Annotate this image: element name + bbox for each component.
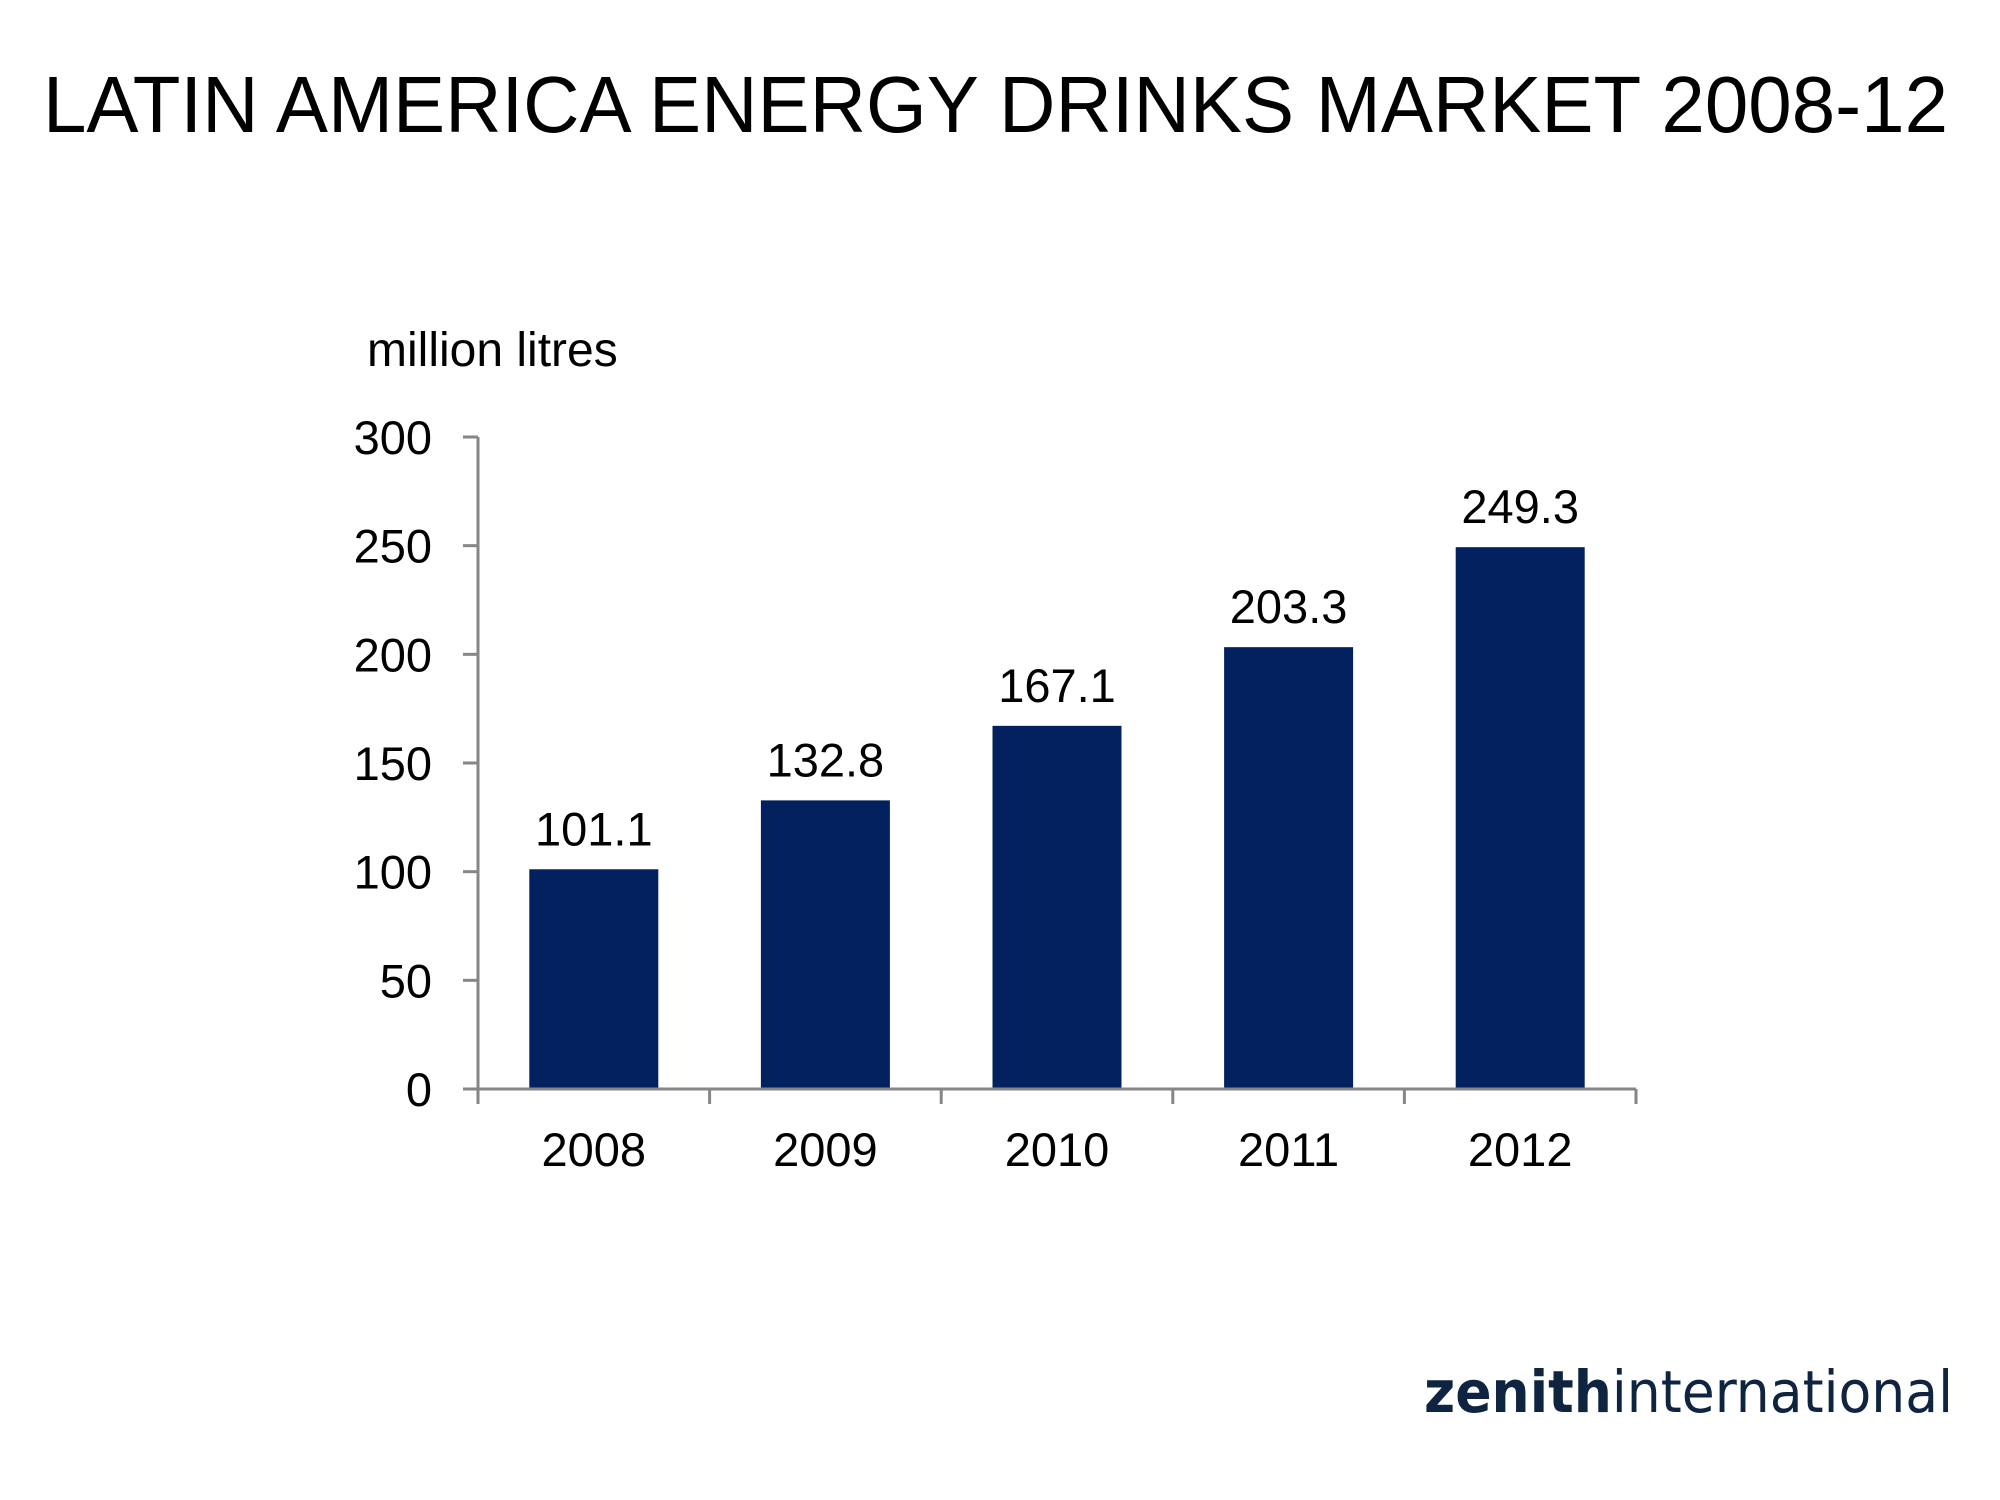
x-tick-label: 2009 (773, 1123, 878, 1176)
x-tick-label: 2011 (1238, 1123, 1339, 1176)
x-axis-ticks: 2008 2009 2010 2011 2012 (476, 1089, 1638, 1176)
y-tick-label: 250 (354, 520, 432, 573)
x-tick-label: 2010 (1005, 1123, 1110, 1176)
zenith-international-logo: zenithinternational (1424, 1358, 1953, 1426)
bar-2009 (760, 800, 890, 1089)
y-tick-label: 150 (354, 737, 432, 790)
data-label-2012: 249.3 (1461, 480, 1579, 533)
logo-international: international (1612, 1358, 1953, 1426)
data-labels: 101.1 132.8 167.1 203.3 249.3 (535, 480, 1579, 855)
y-tick-label: 50 (380, 954, 432, 1007)
y-tick-label: 300 (354, 411, 432, 464)
data-label-2011: 203.3 (1230, 580, 1348, 633)
x-tick-label: 2008 (542, 1123, 647, 1176)
y-tick-label: 0 (406, 1063, 432, 1116)
bar-2012 (1455, 547, 1585, 1089)
y-tick-label: 200 (354, 628, 432, 681)
bar-2008 (529, 869, 659, 1089)
bar-2011 (1224, 647, 1354, 1089)
y-axis-ticks: 0 50 100 150 200 250 300 (354, 411, 478, 1116)
x-tick-label: 2012 (1468, 1123, 1573, 1176)
bars (529, 547, 1585, 1089)
y-axis-title: million litres (367, 324, 618, 377)
data-label-2009: 132.8 (767, 733, 885, 786)
bar-2010 (992, 725, 1122, 1089)
slide-title: LATIN AMERICA ENERGY DRINKS MARKET 2008-… (43, 60, 1948, 149)
data-label-2010: 167.1 (998, 659, 1116, 712)
y-tick-label: 100 (354, 846, 432, 899)
logo-zenith: zenith (1424, 1358, 1612, 1426)
data-label-2008: 101.1 (535, 802, 653, 855)
